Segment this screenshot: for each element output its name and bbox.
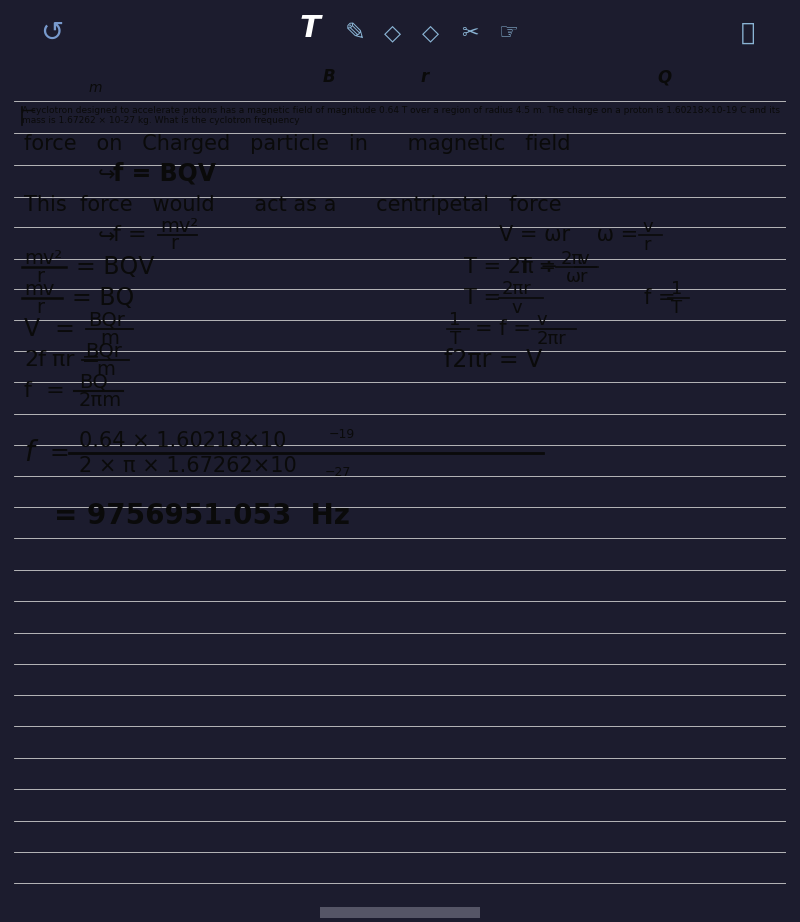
Text: mass is 1.67262 × 10-27 kg. What is the cyclotron frequency: mass is 1.67262 × 10-27 kg. What is the …	[22, 116, 300, 125]
Text: 0.64 × 1.60218×10: 0.64 × 1.60218×10	[78, 431, 286, 451]
Text: T = 2π ÷: T = 2π ÷	[464, 257, 558, 278]
Text: V  =: V =	[24, 317, 75, 341]
Text: mv²: mv²	[161, 218, 199, 236]
Text: BQr: BQr	[89, 311, 126, 330]
Text: −27: −27	[325, 467, 351, 479]
Text: r: r	[643, 236, 650, 254]
Text: = 9756951.053  Hz: = 9756951.053 Hz	[54, 502, 350, 530]
Text: $\hookrightarrow$: $\hookrightarrow$	[94, 163, 116, 183]
Text: BQ: BQ	[78, 372, 107, 392]
Text: T: T	[450, 329, 462, 348]
Text: ◇: ◇	[385, 23, 402, 43]
Text: = f =: = f =	[475, 319, 531, 339]
Text: ◇: ◇	[422, 23, 439, 43]
Text: πr =: πr =	[52, 349, 100, 370]
Text: 🎤: 🎤	[741, 21, 755, 45]
Text: 2 × π × 1.67262×10: 2 × π × 1.67262×10	[78, 456, 297, 476]
Text: v: v	[578, 250, 589, 267]
Text: f =: f =	[644, 288, 676, 308]
Text: ☞: ☞	[498, 23, 518, 43]
Text: v: v	[512, 299, 522, 316]
Text: 1: 1	[450, 312, 461, 329]
Text: f  =: f =	[24, 381, 65, 401]
Text: r: r	[579, 267, 586, 286]
Text: ω: ω	[566, 267, 581, 286]
Text: ✎: ✎	[345, 21, 366, 45]
Text: 2π: 2π	[560, 250, 582, 267]
Text: ✂: ✂	[462, 23, 478, 43]
Text: r: r	[36, 298, 44, 317]
Text: m: m	[89, 81, 102, 95]
Text: T: T	[671, 299, 682, 316]
Text: T =: T =	[464, 288, 502, 308]
Text: V = ωr    ω =: V = ωr ω =	[499, 225, 638, 245]
Text: BQr: BQr	[86, 342, 122, 361]
Text: 2πm: 2πm	[78, 391, 122, 410]
Text: v: v	[642, 218, 653, 236]
Text: r: r	[421, 68, 429, 87]
Text: 2f: 2f	[24, 349, 46, 370]
Text: Q: Q	[657, 68, 671, 87]
Text: = BQV: = BQV	[76, 255, 154, 279]
Text: f2πr = V: f2πr = V	[445, 348, 542, 372]
Text: $\hookrightarrow$: $\hookrightarrow$	[94, 225, 116, 245]
Text: r: r	[170, 234, 178, 254]
Text: −19: −19	[329, 428, 355, 441]
Text: f = BQV: f = BQV	[114, 161, 216, 185]
Text: force   on   Charged   particle   in      magnetic   field: force on Charged particle in magnetic fi…	[24, 134, 570, 154]
Text: This  force   would      act as a      centripetal   force: This force would act as a centripetal fo…	[24, 195, 562, 215]
Text: =: =	[49, 442, 69, 466]
Text: A cyclotron designed to accelerate protons has a magnetic field of magnitude 0.6: A cyclotron designed to accelerate proto…	[22, 106, 780, 114]
Text: mv²: mv²	[24, 249, 62, 268]
Text: 2πr: 2πr	[537, 329, 566, 348]
Text: T: T	[300, 14, 320, 42]
Text: mv: mv	[24, 280, 54, 299]
Text: f =: f =	[114, 225, 147, 245]
Text: ↺: ↺	[40, 19, 64, 47]
Text: 1: 1	[671, 280, 682, 299]
Text: m: m	[101, 329, 119, 348]
Bar	[320, 907, 480, 918]
Text: 2πr: 2πr	[502, 280, 531, 299]
Text: r: r	[36, 267, 44, 286]
Text: = BQ: = BQ	[72, 286, 134, 310]
Text: f: f	[24, 440, 34, 467]
Text: m: m	[97, 360, 115, 379]
Text: v: v	[537, 312, 547, 329]
Text: B: B	[322, 68, 335, 87]
Text: T =: T =	[518, 257, 556, 278]
